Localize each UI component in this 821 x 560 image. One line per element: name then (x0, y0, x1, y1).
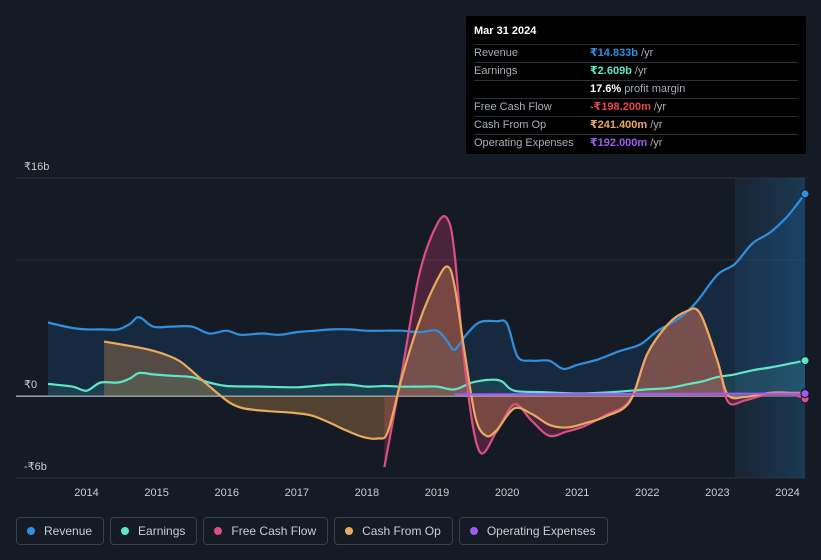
y-axis-ticks: ₹16b ₹0 -₹6b (24, 161, 49, 473)
point-revenue (800, 189, 810, 199)
tooltip-unit: /yr (650, 119, 663, 131)
x-tick-label: 2021 (565, 487, 589, 499)
tooltip-unit: profit margin (624, 83, 686, 95)
area-revenue (48, 193, 805, 397)
tooltip-label: Free Cash Flow (474, 101, 552, 113)
line-cash-from-op (103, 265, 806, 440)
legend-dot-icon (27, 527, 35, 535)
tooltip-label: Revenue (474, 47, 519, 59)
tooltip-row-free-cash-flow: Free Cash Flow -₹198.200m /yr (474, 99, 798, 117)
tooltip-row-earnings: Earnings ₹2.609b /yr (474, 63, 798, 81)
x-tick-label: 2020 (495, 487, 519, 499)
legend-item-free-cash-flow[interactable]: Free Cash Flow (203, 517, 329, 545)
area-free-cash-flow (384, 216, 805, 468)
tooltip-unit: /yr (641, 47, 654, 59)
forecast-band (734, 178, 805, 478)
forecast-region (734, 178, 805, 478)
point-earnings (800, 356, 810, 366)
x-tick-label: 2023 (705, 487, 729, 499)
legend: Revenue Earnings Free Cash Flow Cash Fro… (16, 517, 608, 545)
x-tick-label: 2022 (635, 487, 659, 499)
y-tick-label: ₹0 (24, 379, 37, 391)
tooltip-label: Earnings (474, 65, 518, 77)
legend-label: Cash From Op (362, 524, 441, 538)
legend-item-cash-from-op[interactable]: Cash From Op (334, 517, 453, 545)
tooltip-value: ₹2.609b (590, 65, 632, 77)
legend-dot-icon (121, 527, 130, 535)
tooltip-unit: /yr (650, 137, 663, 149)
tooltip: Mar 31 2024 Revenue ₹14.833b /yr Earning… (466, 16, 806, 154)
grid (16, 177, 805, 479)
legend-dot-icon (469, 527, 478, 535)
tooltip-value: 17.6% (590, 83, 622, 95)
x-tick-label: 2024 (775, 487, 799, 499)
legend-label: Free Cash Flow (231, 524, 317, 538)
tooltip-row-cash-from-op: Cash From Op ₹241.400m /yr (474, 117, 798, 135)
y-tick-label: ₹16b (24, 161, 49, 173)
point-operating-expenses (800, 389, 810, 399)
tooltip-label (474, 81, 590, 98)
tooltip-value: ₹14.833b (590, 47, 639, 59)
tooltip-value: ₹192.000m (590, 137, 648, 149)
x-tick-label: 2018 (355, 487, 379, 499)
tooltip-row-revenue: Revenue ₹14.833b /yr (474, 45, 798, 63)
legend-dot-icon (214, 527, 223, 535)
y-tick-label: -₹6b (24, 461, 47, 473)
tooltip-unit: /yr (634, 65, 648, 77)
x-tick-label: 2016 (214, 487, 238, 499)
tooltip-row-profit-margin: 17.6% profit margin (474, 81, 798, 99)
legend-label: Revenue (44, 524, 93, 538)
area-cash-from-op (104, 266, 806, 439)
legend-label: Operating Expenses (486, 524, 596, 538)
legend-item-revenue[interactable]: Revenue (16, 517, 105, 545)
legend-dot-icon (345, 527, 354, 535)
x-tick-label: 2019 (425, 487, 449, 499)
legend-item-earnings[interactable]: Earnings (110, 517, 198, 545)
tooltip-value: -₹198.200m (590, 101, 651, 113)
series-lines (47, 193, 806, 468)
tooltip-date: Mar 31 2024 (474, 22, 798, 45)
tooltip-label: Cash From Op (474, 119, 547, 131)
line-revenue (47, 193, 806, 371)
legend-label: Earnings (138, 524, 186, 538)
line-operating-expenses (454, 392, 805, 396)
series-endpoints (800, 189, 810, 404)
tooltip-unit: /yr (653, 101, 667, 113)
tooltip-value: ₹241.400m (590, 119, 648, 131)
tooltip-label: Operating Expenses (474, 137, 574, 149)
legend-item-operating-expenses[interactable]: Operating Expenses (458, 517, 608, 545)
x-axis-ticks: 2014 2015 2016 2017 2018 2019 2020 2021 2022 2023… (74, 487, 799, 499)
tooltip-row-operating-expenses: Operating Expenses ₹192.000m /yr (474, 135, 798, 152)
x-tick-label: 2014 (74, 487, 98, 499)
x-tick-label: 2017 (285, 487, 309, 499)
line-earnings (47, 359, 806, 395)
x-tick-label: 2015 (144, 487, 168, 499)
